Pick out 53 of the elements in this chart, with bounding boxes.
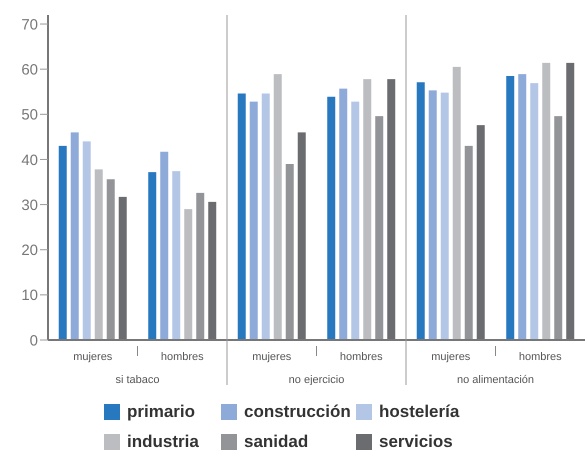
y-tick-label: 40 <box>21 152 38 169</box>
text: no ejercicio <box>288 374 344 386</box>
bar <box>339 88 348 340</box>
bar <box>58 146 67 340</box>
y-tick-label: 10 <box>21 287 38 304</box>
bar <box>70 132 79 340</box>
text: si tabaco <box>115 374 160 386</box>
bar <box>262 94 270 340</box>
legend-label: construcción <box>244 402 351 422</box>
bar <box>530 83 538 340</box>
bar <box>542 62 550 340</box>
bar <box>351 102 360 340</box>
bar <box>416 82 425 340</box>
bar <box>238 94 246 340</box>
bar <box>440 92 449 340</box>
bar <box>82 141 91 340</box>
bar <box>518 74 526 340</box>
bar <box>94 169 103 340</box>
bar <box>184 209 192 340</box>
x-tick-label: mujeres <box>73 351 113 363</box>
x-tick-label: mujeres <box>252 351 292 363</box>
y-tick-label: 30 <box>21 196 38 214</box>
bar <box>148 172 156 340</box>
text: no alimentación <box>456 374 534 386</box>
legend-label: primario <box>127 402 196 422</box>
bar <box>464 146 473 340</box>
y-tick-label: 60 <box>21 61 38 78</box>
y-tick-label: 0 <box>30 332 38 350</box>
bar <box>428 90 437 340</box>
bar <box>363 79 372 340</box>
legend-label: industria <box>127 432 199 452</box>
legend-label: servicios <box>379 432 453 452</box>
y-tick-label: 20 <box>21 242 38 260</box>
bar <box>452 66 461 340</box>
bar <box>106 179 115 340</box>
bar <box>250 102 258 340</box>
bar <box>286 164 294 340</box>
bar <box>160 152 168 340</box>
legend-label: hostelería <box>379 402 460 422</box>
x-tick-label: hombres <box>160 351 204 363</box>
bar <box>554 116 562 340</box>
x-tick-label: hombres <box>518 351 562 363</box>
bar <box>274 74 282 340</box>
bar <box>172 171 180 340</box>
y-tick-label: 50 <box>21 106 38 124</box>
bar <box>196 192 204 340</box>
bar <box>375 116 384 340</box>
bar <box>506 76 514 340</box>
bar <box>327 96 336 340</box>
y-tick-label: 70 <box>21 16 38 34</box>
x-tick-label: mujeres <box>431 351 471 363</box>
x-tick-label: hombres <box>340 351 384 363</box>
legend-label: sanidad <box>244 432 308 452</box>
